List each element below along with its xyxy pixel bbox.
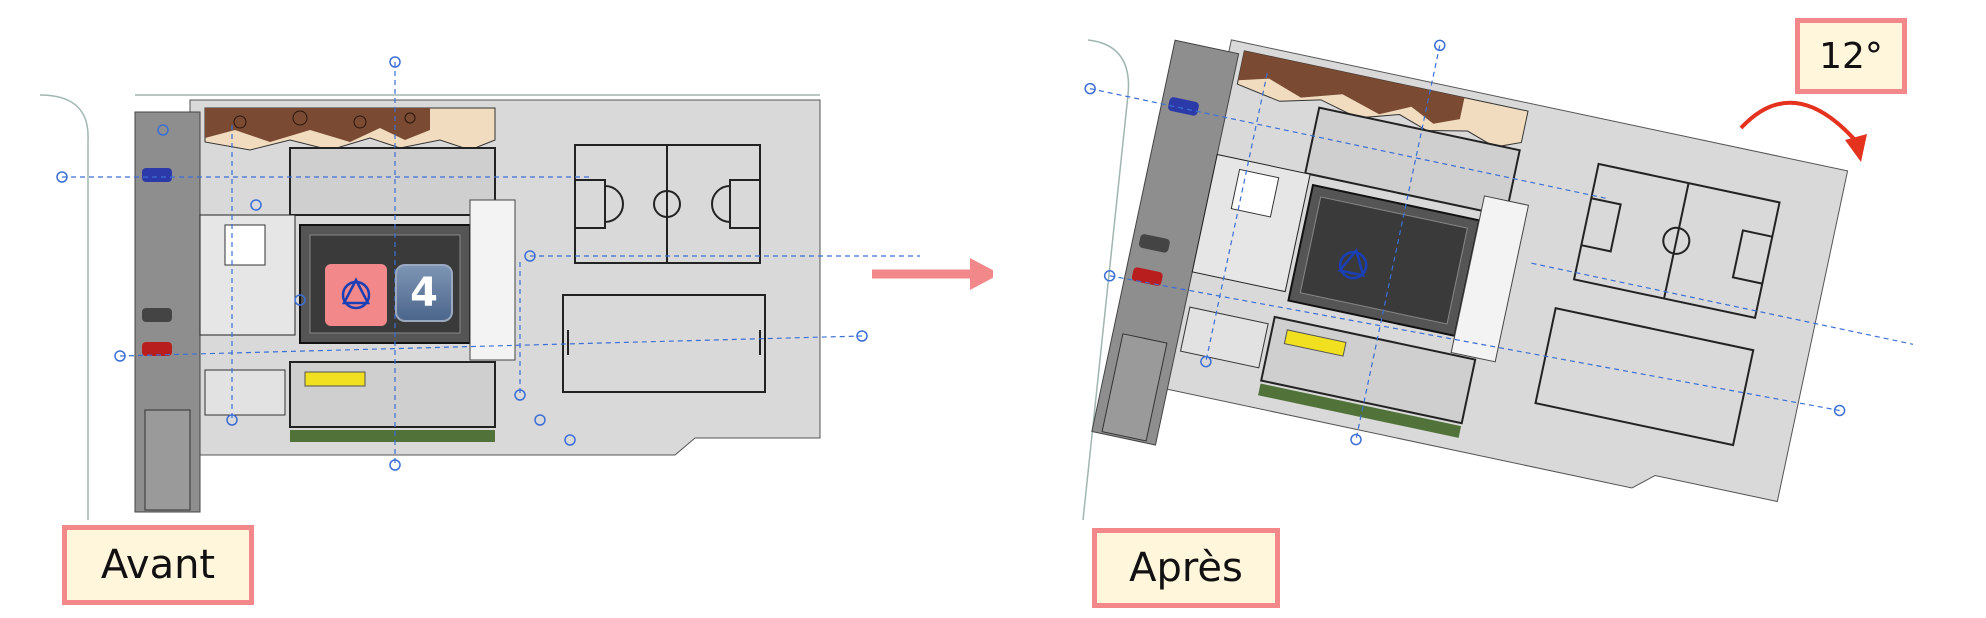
bike-rack <box>304 371 366 387</box>
hedge <box>290 430 495 442</box>
hedge <box>1258 383 1462 438</box>
basketball-court <box>1572 162 1781 320</box>
stair-core <box>1230 168 1280 218</box>
building-west <box>1191 153 1311 293</box>
property-boundary-line <box>1082 39 1130 521</box>
selection-count-badge: 4 <box>395 264 453 322</box>
before-plan-panel: 4 <box>39 56 993 520</box>
annex-building <box>1179 306 1269 369</box>
stair-block <box>1101 333 1168 442</box>
annex-building <box>204 369 286 416</box>
before-label: Avant <box>62 525 254 605</box>
property-boundary-line <box>39 94 89 520</box>
entrance-hall <box>1450 195 1530 363</box>
project-base-point-icon[interactable] <box>1337 247 1369 281</box>
rotation-angle-label: 12° <box>1795 18 1907 94</box>
after-plan-panel <box>993 0 1986 618</box>
car <box>142 168 172 182</box>
car <box>142 342 172 356</box>
rotated-plan-group <box>1084 39 1914 503</box>
stair-core <box>224 224 266 266</box>
vegetation-area <box>205 108 430 142</box>
rotation-arrow-head <box>1845 134 1867 162</box>
reference-grid <box>62 62 920 465</box>
basketball-court <box>574 144 761 264</box>
tree-symbol <box>292 110 308 126</box>
car <box>1138 234 1170 253</box>
gymnasium-floor <box>1299 196 1468 325</box>
reference-grid <box>1090 45 1914 440</box>
car <box>142 308 172 322</box>
after-site-plan <box>1082 39 1914 521</box>
vegetation-area <box>1238 50 1465 124</box>
grid-bubbles <box>56 56 868 471</box>
car <box>1168 97 1199 116</box>
project-base-point-highlight[interactable] <box>325 264 387 326</box>
transition-arrow-head <box>970 258 993 290</box>
rotation-arrow <box>1739 100 1857 142</box>
tree-symbol <box>353 115 367 129</box>
bike-rack <box>1283 329 1347 357</box>
building-south <box>289 361 496 428</box>
building-north <box>1304 106 1521 218</box>
before-site-plan <box>39 56 993 520</box>
project-base-point-icon[interactable] <box>341 277 371 310</box>
after-label: Après <box>1092 528 1280 608</box>
grid-bubbles <box>1084 39 1846 446</box>
tree-symbol <box>404 112 416 124</box>
stair-block <box>144 409 191 511</box>
entrance-hall <box>469 199 516 361</box>
building-north <box>289 147 496 216</box>
tree-symbol <box>233 115 247 129</box>
